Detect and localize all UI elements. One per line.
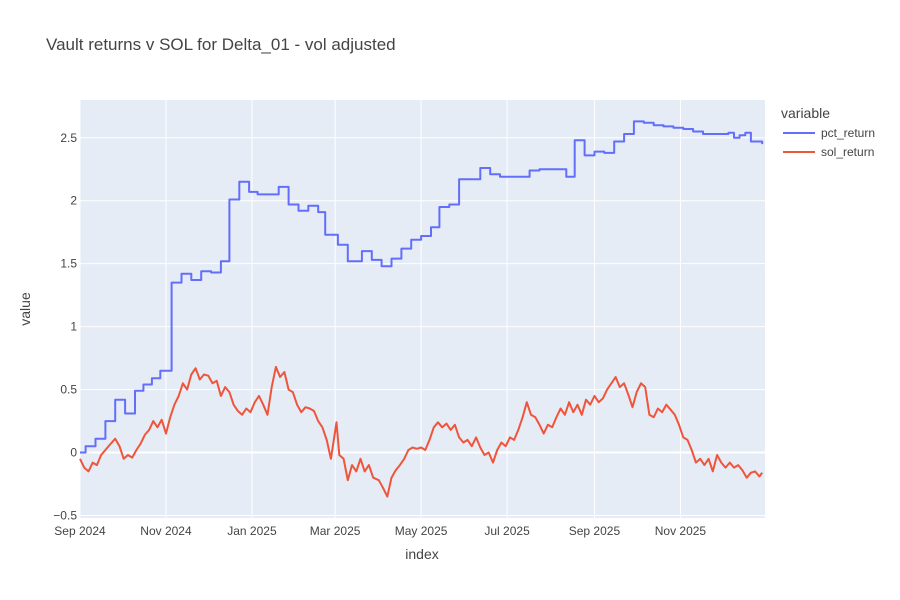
x-tick-label: Nov 2024 — [140, 524, 192, 538]
x-tick-label: Mar 2025 — [310, 524, 361, 538]
y-axis-title: value — [17, 292, 33, 326]
x-tick-label: Jan 2025 — [227, 524, 277, 538]
legend-label: pct_return — [821, 126, 875, 140]
y-tick-label: −0.5 — [53, 508, 77, 522]
legend-label: sol_return — [821, 145, 874, 159]
x-tick-label: Nov 2025 — [655, 524, 707, 538]
y-tick-label: 1 — [70, 320, 77, 334]
x-axis-ticks: Sep 2024 Nov 2024 Jan 2025 Mar 2025 May 2025… — [54, 524, 706, 538]
series-line-sol-return[interactable] — [79, 365, 764, 498]
chart-title: Vault returns v SOL for Delta_01 - vol a… — [46, 35, 396, 54]
y-tick-label: 2 — [70, 194, 77, 208]
series-layer — [79, 120, 764, 498]
x-tick-label: Jul 2025 — [484, 524, 530, 538]
x-tick-label: May 2025 — [395, 524, 448, 538]
y-tick-label: 0 — [70, 446, 77, 460]
x-tick-label: Sep 2024 — [54, 524, 106, 538]
gridlines — [79, 100, 765, 518]
y-tick-label: 1.5 — [60, 257, 77, 271]
legend-title: variable — [781, 105, 830, 121]
y-tick-label: 0.5 — [60, 383, 77, 397]
y-tick-label: 2.5 — [60, 131, 77, 145]
legend-item-pct-return[interactable]: pct_return — [783, 126, 875, 140]
x-tick-label: Sep 2025 — [569, 524, 621, 538]
series-line-pct-return[interactable] — [80, 120, 764, 454]
legend[interactable]: variable pct_return sol_return — [781, 105, 875, 159]
y-axis-ticks: −0.5 0 0.5 1 1.5 2 2.5 — [53, 131, 77, 523]
x-axis-title: index — [405, 546, 438, 562]
plot-area — [80, 100, 765, 518]
legend-item-sol-return[interactable]: sol_return — [783, 145, 874, 159]
